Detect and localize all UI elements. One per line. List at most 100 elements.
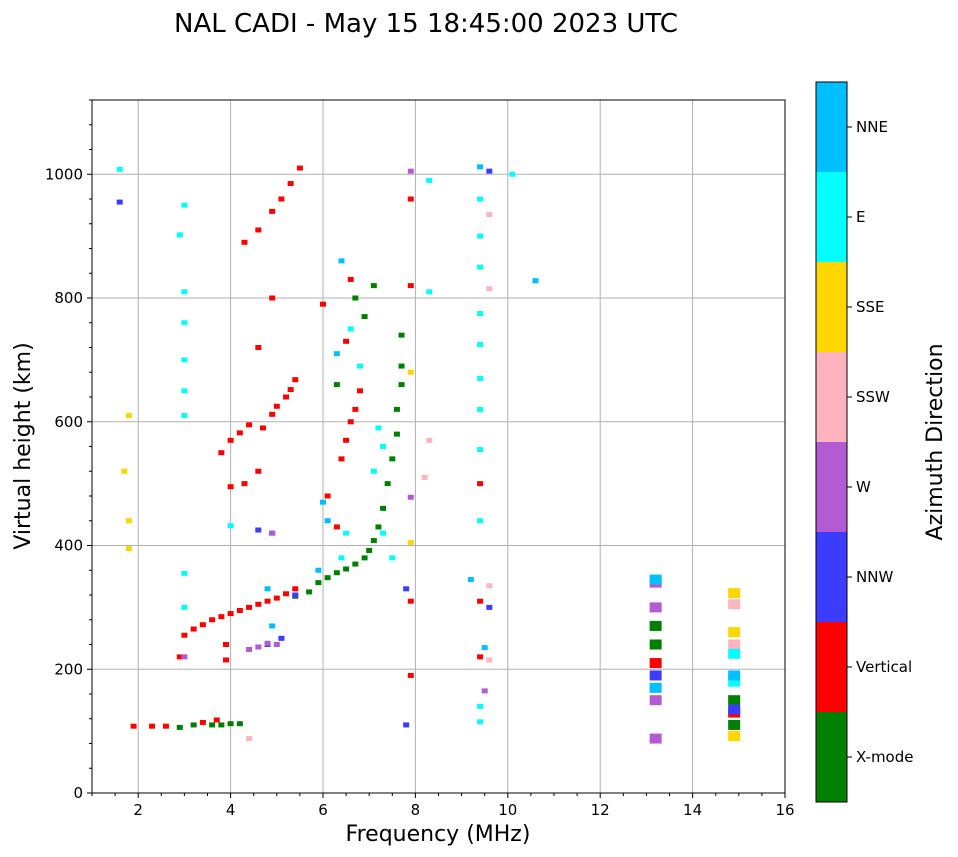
data-point-nne <box>532 278 539 284</box>
data-point-x-mode <box>352 561 359 567</box>
data-point-e <box>389 555 396 561</box>
data-point-sse <box>407 539 414 545</box>
colorbar-label: SSW <box>856 388 890 406</box>
data-point-x-mode <box>389 456 396 462</box>
data-point-x-mode <box>398 363 405 369</box>
data-point-ssw <box>728 639 741 650</box>
data-point-vertical <box>407 283 414 289</box>
data-point-w <box>255 644 262 650</box>
data-point-ssw <box>246 736 253 742</box>
x-tick-label: 6 <box>318 801 328 819</box>
data-point-ssw <box>486 211 493 217</box>
data-point-x-mode <box>728 719 741 730</box>
data-point-e <box>227 523 234 529</box>
data-point-x-mode <box>375 524 382 530</box>
data-point-x-mode <box>352 295 359 301</box>
data-point-nne <box>467 577 474 583</box>
data-point-x-mode <box>370 283 377 289</box>
data-point-nne <box>728 670 741 681</box>
y-tick-label: 0 <box>73 784 83 802</box>
data-point-nne <box>649 682 662 693</box>
data-point-vertical <box>162 723 169 729</box>
data-point-vertical <box>273 403 280 409</box>
data-point-nnw <box>486 604 493 610</box>
colorbar-segment <box>816 712 847 802</box>
data-point-nnw <box>403 586 410 592</box>
colorbar-segment <box>816 622 847 712</box>
data-point-vertical <box>269 208 276 214</box>
data-point-sse <box>728 588 741 599</box>
data-point-e <box>338 555 345 561</box>
colorbar-label: Vertical <box>856 658 912 676</box>
data-point-vertical <box>356 388 363 394</box>
data-point-vertical <box>269 411 276 417</box>
data-point-e <box>477 406 484 412</box>
data-point-vertical <box>273 595 280 601</box>
colorbar-label: NNW <box>856 568 893 586</box>
data-point-vertical <box>241 481 248 487</box>
data-point-nne <box>324 518 331 524</box>
data-point-nne <box>481 645 488 651</box>
data-point-ssw <box>421 474 428 480</box>
data-point-x-mode <box>343 566 350 572</box>
x-axis-ticks: 2 4 6 8 10 12 14 16 <box>91 793 795 819</box>
data-point-nne <box>649 574 662 585</box>
data-point-vertical <box>213 717 220 723</box>
colorbar-segment <box>816 82 847 172</box>
data-point-vertical <box>292 377 299 383</box>
data-point-vertical <box>227 437 234 443</box>
data-point-e <box>426 177 433 183</box>
data-point-nne <box>333 351 340 357</box>
data-point-x-mode <box>370 538 377 544</box>
colorbar-segment <box>816 532 847 622</box>
data-point-nnw <box>255 527 262 533</box>
data-point-x-mode <box>324 575 331 581</box>
data-point-vertical <box>222 657 229 663</box>
data-point-e <box>181 289 188 295</box>
data-point-vertical <box>296 165 303 171</box>
data-point-vertical <box>264 598 271 604</box>
data-point-nnw <box>649 670 662 681</box>
data-point-w <box>481 688 488 694</box>
y-tick-label: 800 <box>54 289 83 307</box>
data-point-sse <box>125 546 132 552</box>
data-point-nne <box>320 499 326 505</box>
colorbar: X-mode Vertical NNW W SSW SSE E NNE <box>815 81 913 803</box>
data-point-vertical <box>209 617 216 623</box>
data-point-vertical <box>241 239 248 245</box>
colorbar-segment <box>816 352 847 442</box>
data-point-x-mode <box>649 620 662 631</box>
x-tick-label: 10 <box>498 801 517 819</box>
plot-frame <box>91 99 786 794</box>
x-axis-label: Frequency (MHz) <box>346 822 531 847</box>
data-point-x-mode <box>227 721 234 727</box>
data-point-x-mode <box>190 722 197 728</box>
data-point-x-mode <box>393 406 400 412</box>
data-point-e <box>176 232 183 238</box>
data-point-e <box>181 388 188 394</box>
data-point-vertical <box>324 493 331 499</box>
colorbar-label: W <box>856 478 871 496</box>
data-point-vertical <box>347 276 354 282</box>
data-point-w <box>407 494 414 500</box>
data-point-vertical <box>287 387 294 393</box>
data-point-vertical <box>407 598 414 604</box>
data-point-x-mode <box>393 431 400 437</box>
x-tick-label: 8 <box>411 801 421 819</box>
data-point-x-mode <box>649 639 662 650</box>
data-point-e <box>477 703 484 709</box>
data-point-e <box>347 326 354 332</box>
data-point-vertical <box>222 642 229 647</box>
data-point-x-mode <box>315 580 322 586</box>
data-point-ssw <box>728 599 741 610</box>
data-point-vertical <box>199 719 206 725</box>
data-point-nnw <box>403 722 410 728</box>
data-point-vertical <box>407 196 414 202</box>
x-tick-label: 16 <box>775 801 794 819</box>
data-point-x-mode <box>236 721 243 727</box>
data-point-vertical <box>255 345 262 350</box>
data-point-e <box>477 518 484 524</box>
data-point-vertical <box>149 723 156 729</box>
data-point-w <box>649 695 662 706</box>
data-point-e <box>370 468 377 474</box>
